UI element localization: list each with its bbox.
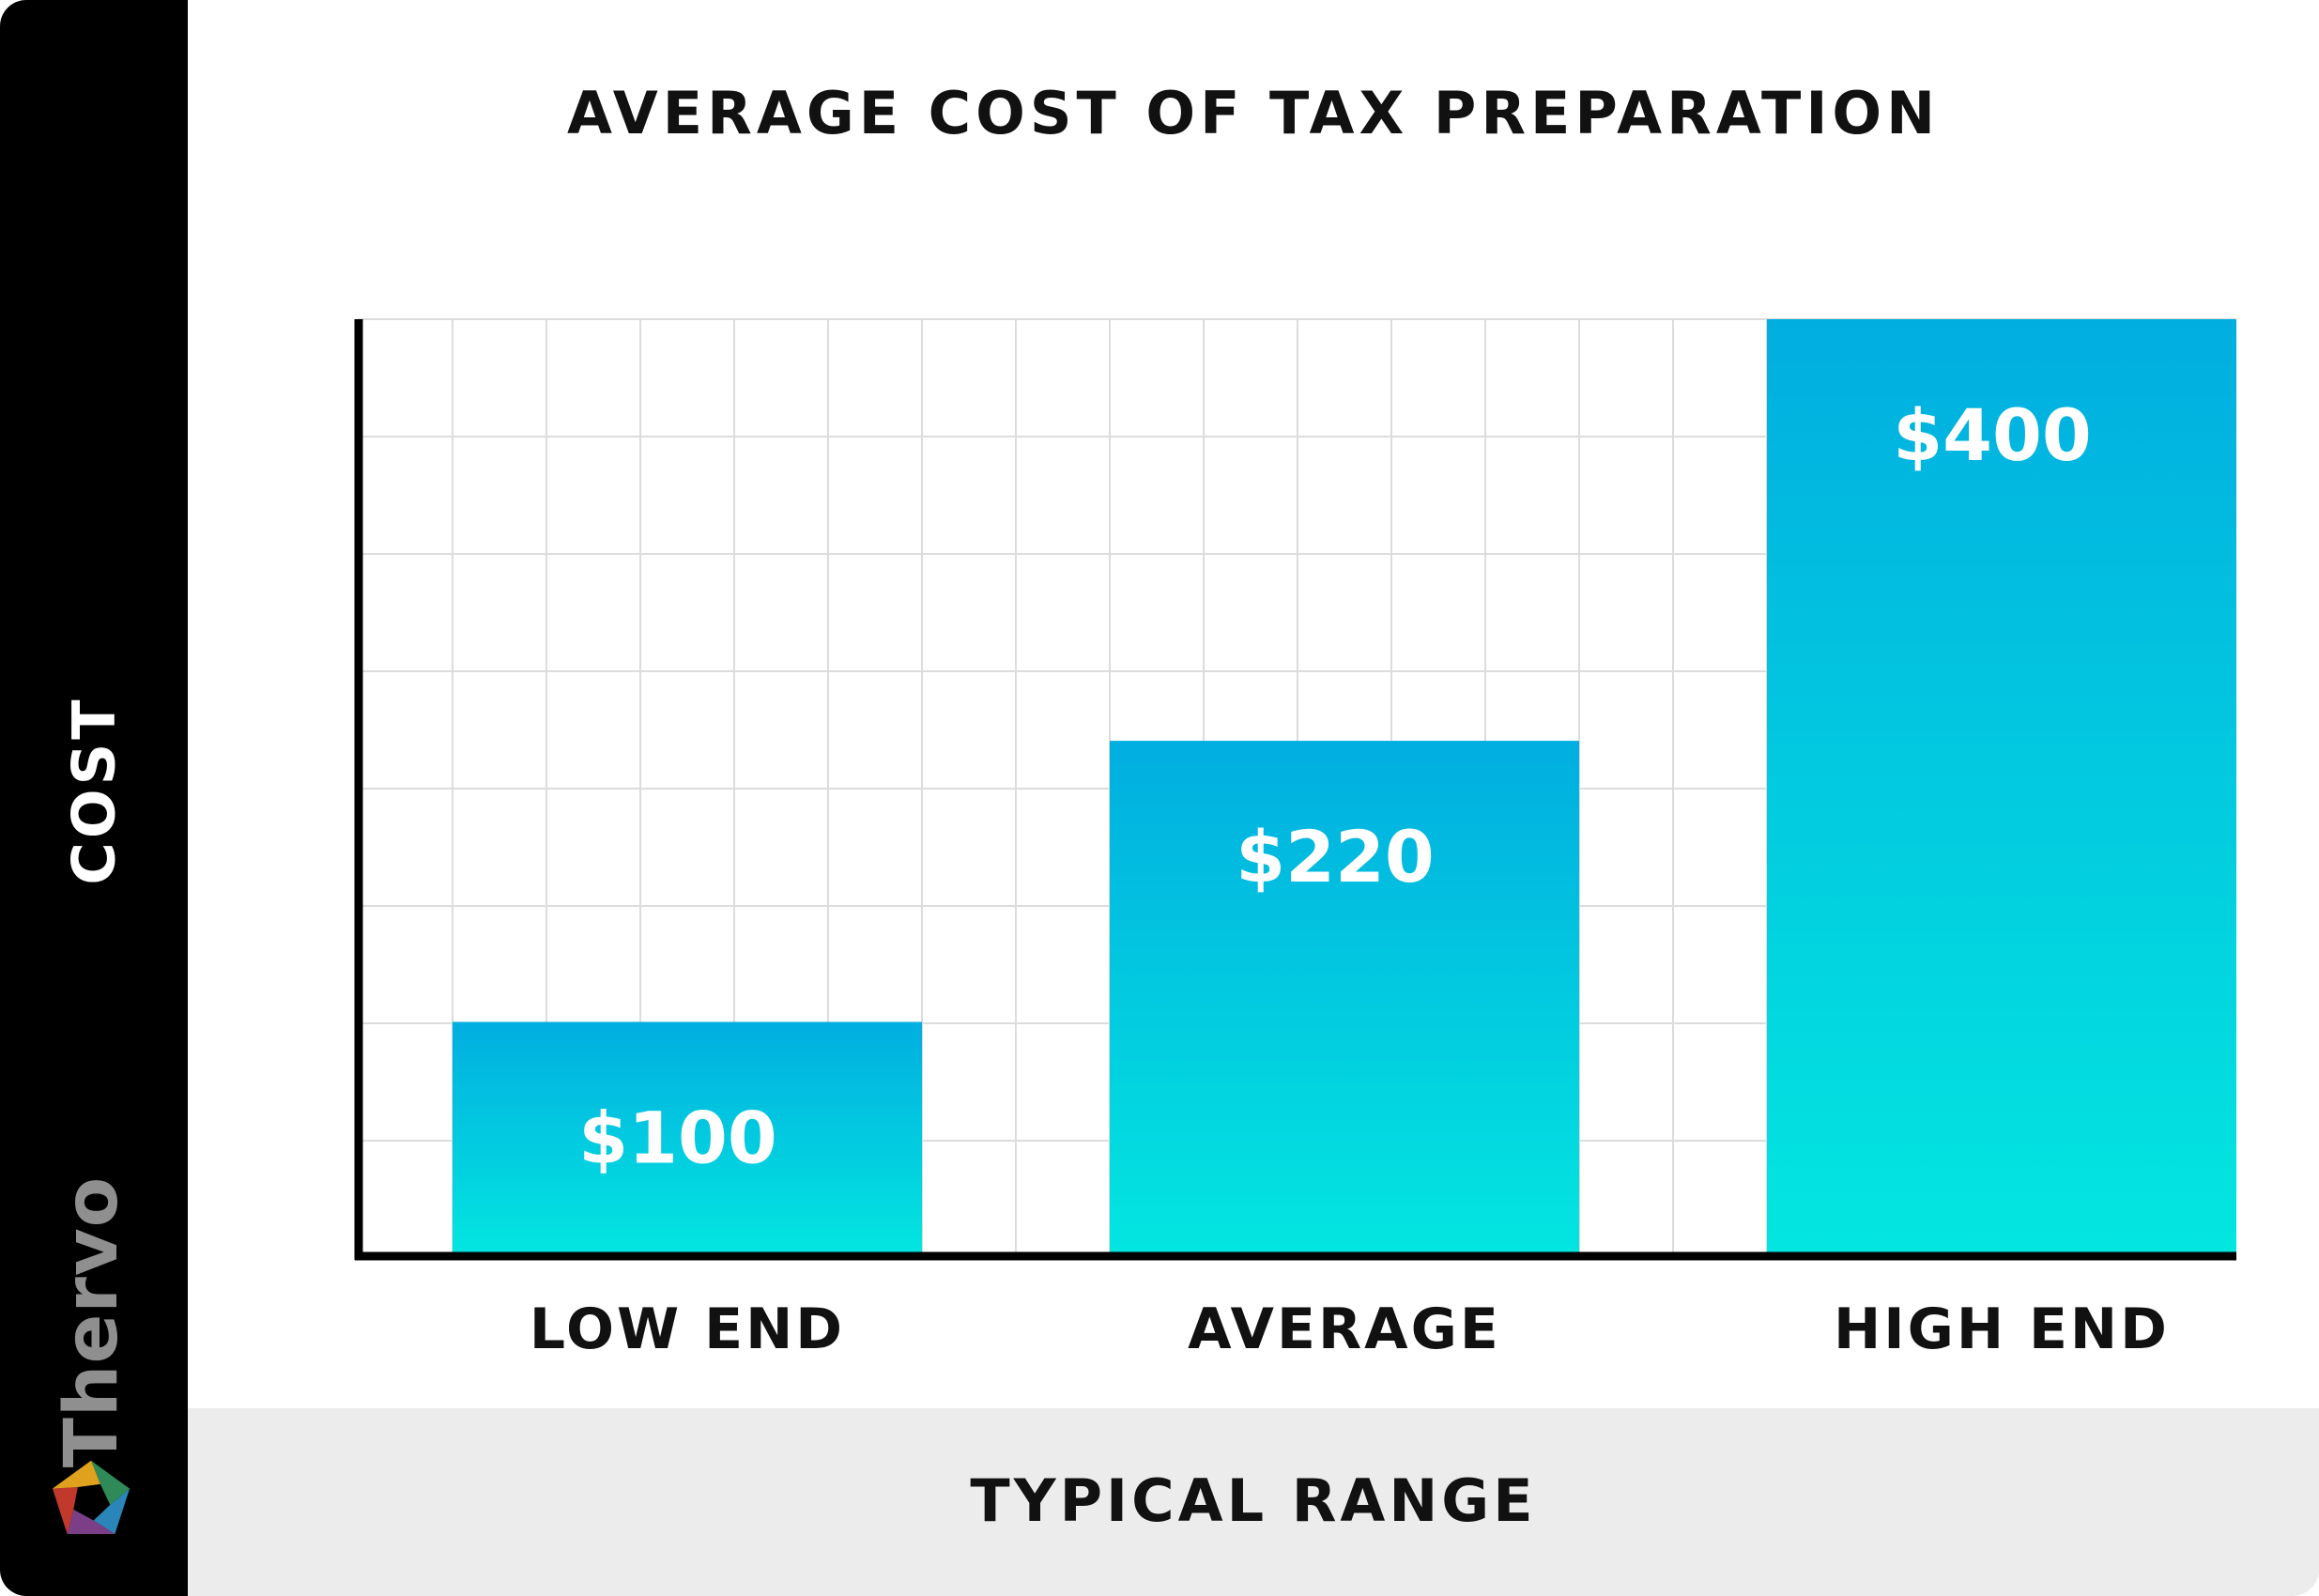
category-label: HIGH END — [1834, 1297, 2170, 1362]
bars — [453, 319, 2236, 1256]
bar — [453, 1021, 922, 1256]
category-label: LOW END — [530, 1297, 845, 1362]
logo-segment — [67, 1509, 115, 1534]
axes — [354, 319, 2236, 1261]
bar — [1767, 319, 2236, 1256]
y-axis-band: COST Thervo — [0, 0, 188, 1596]
logo-segment — [52, 1460, 100, 1489]
logo-segment — [93, 1488, 131, 1534]
bar-value-label: $100 — [578, 1097, 777, 1180]
bar-value-label: $220 — [1236, 815, 1435, 898]
logo-segment — [52, 1486, 78, 1534]
category-label: AVERAGE — [1188, 1297, 1501, 1362]
logo-segment — [91, 1460, 131, 1505]
x-axis-title: TYPICAL RANGE — [970, 1466, 1537, 1535]
bar — [1110, 741, 1579, 1256]
x-axis-band: TYPICAL RANGE — [188, 1408, 2319, 1596]
bar-value-label: $400 — [1893, 393, 2092, 477]
brand-logo-icon — [52, 1460, 131, 1534]
chart-title: AVERAGE COST OF TAX PREPARATION — [566, 79, 1941, 147]
bar-chart: $100 LOW END $220 AVERAGE $400 HIGH END — [354, 318, 2236, 1362]
labels: $100 LOW END $220 AVERAGE $400 HIGH END — [530, 393, 2170, 1362]
